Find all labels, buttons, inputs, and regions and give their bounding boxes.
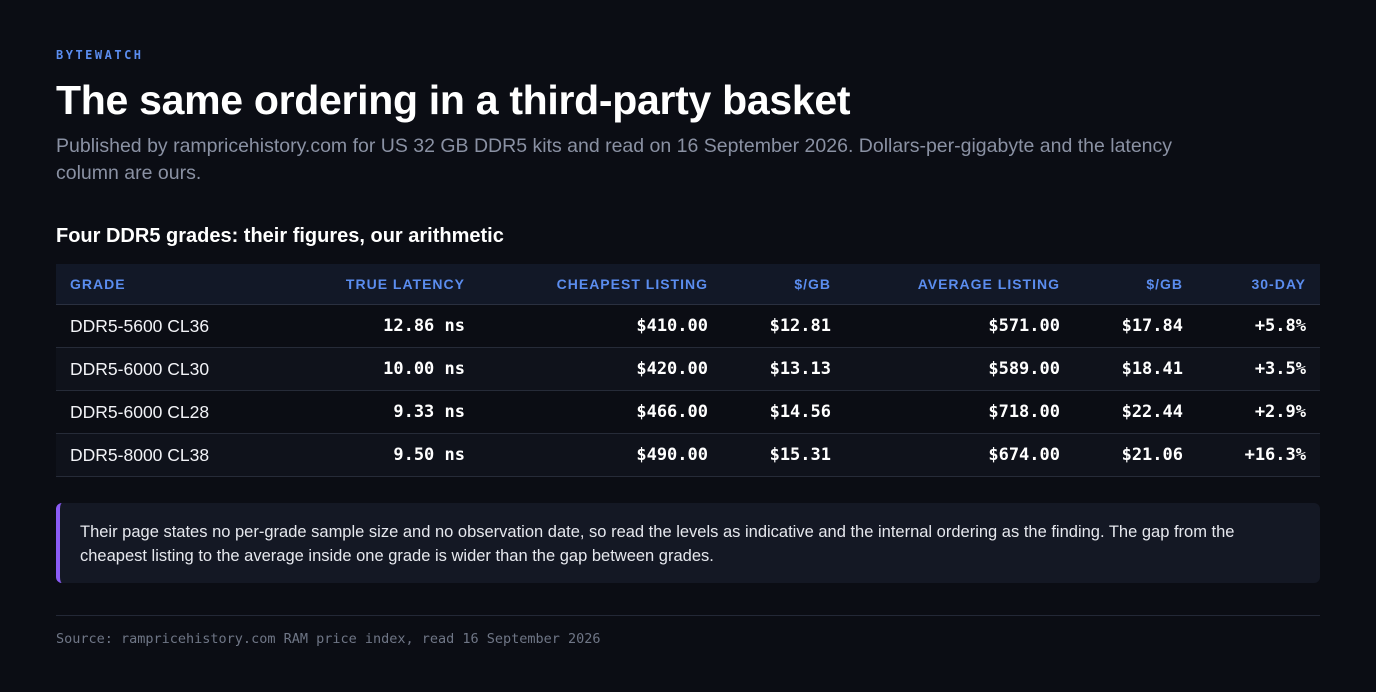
source-line: Source: rampricehistory.com RAM price in… <box>56 631 601 647</box>
average-per-gb-cell: $18.41 <box>1074 347 1197 391</box>
publication-kicker: BYTEWATCH <box>56 48 144 62</box>
column-header-cheapest-listing: CHEAPEST LISTING <box>479 264 722 305</box>
grade-cell: DDR5-5600 CL36 <box>56 304 236 348</box>
cheapest-listing-cell: $490.00 <box>479 433 722 477</box>
table-row: DDR5-8000 CL38 9.50 ns $490.00 $15.31 $6… <box>56 433 1320 477</box>
true-latency-cell: 10.00 ns <box>236 347 479 391</box>
true-latency-cell: 9.33 ns <box>236 390 479 434</box>
average-per-gb-cell: $21.06 <box>1074 433 1197 477</box>
grade-cell: DDR5-6000 CL28 <box>56 390 236 434</box>
column-header-cheapest-per-gb: $/GB <box>722 264 845 305</box>
grade-cell: DDR5-8000 CL38 <box>56 433 236 477</box>
column-header-grade: GRADE <box>56 264 236 305</box>
average-per-gb-cell: $17.84 <box>1074 304 1197 348</box>
callout-note-text: Their page states no per-grade sample si… <box>80 523 1235 565</box>
30-day-change-cell: +2.9% <box>1197 390 1320 434</box>
cheapest-per-gb-cell: $12.81 <box>722 304 845 348</box>
footer-divider <box>56 615 1320 616</box>
true-latency-cell: 12.86 ns <box>236 304 479 348</box>
cheapest-per-gb-cell: $14.56 <box>722 390 845 434</box>
table-row: DDR5-5600 CL36 12.86 ns $410.00 $12.81 $… <box>56 304 1320 348</box>
average-per-gb-cell: $22.44 <box>1074 390 1197 434</box>
table-title: Four DDR5 grades: their figures, our ari… <box>56 225 504 247</box>
table-header-row: GRADE TRUE LATENCY CHEAPEST LISTING $/GB… <box>56 264 1320 305</box>
average-listing-cell: $589.00 <box>845 347 1074 391</box>
30-day-change-cell: +16.3% <box>1197 433 1320 477</box>
cheapest-listing-cell: $410.00 <box>479 304 722 348</box>
cheapest-listing-cell: $466.00 <box>479 390 722 434</box>
average-listing-cell: $571.00 <box>845 304 1074 348</box>
column-header-30-day: 30-DAY <box>1197 264 1320 305</box>
30-day-change-cell: +3.5% <box>1197 347 1320 391</box>
30-day-change-cell: +5.8% <box>1197 304 1320 348</box>
table-row: DDR5-6000 CL28 9.33 ns $466.00 $14.56 $7… <box>56 390 1320 434</box>
column-header-average-per-gb: $/GB <box>1074 264 1197 305</box>
grade-cell: DDR5-6000 CL30 <box>56 347 236 391</box>
page-title: The same ordering in a third-party baske… <box>56 77 851 123</box>
average-listing-cell: $718.00 <box>845 390 1074 434</box>
price-table: GRADE TRUE LATENCY CHEAPEST LISTING $/GB… <box>56 264 1320 477</box>
column-header-average-listing: AVERAGE LISTING <box>845 264 1074 305</box>
true-latency-cell: 9.50 ns <box>236 433 479 477</box>
column-header-true-latency: TRUE LATENCY <box>236 264 479 305</box>
page-subtitle: Published by rampricehistory.com for US … <box>56 135 1173 184</box>
average-listing-cell: $674.00 <box>845 433 1074 477</box>
cheapest-listing-cell: $420.00 <box>479 347 722 391</box>
cheapest-per-gb-cell: $13.13 <box>722 347 845 391</box>
table-row: DDR5-6000 CL30 10.00 ns $420.00 $13.13 $… <box>56 347 1320 391</box>
cheapest-per-gb-cell: $15.31 <box>722 433 845 477</box>
callout-note: Their page states no per-grade sample si… <box>56 503 1320 583</box>
